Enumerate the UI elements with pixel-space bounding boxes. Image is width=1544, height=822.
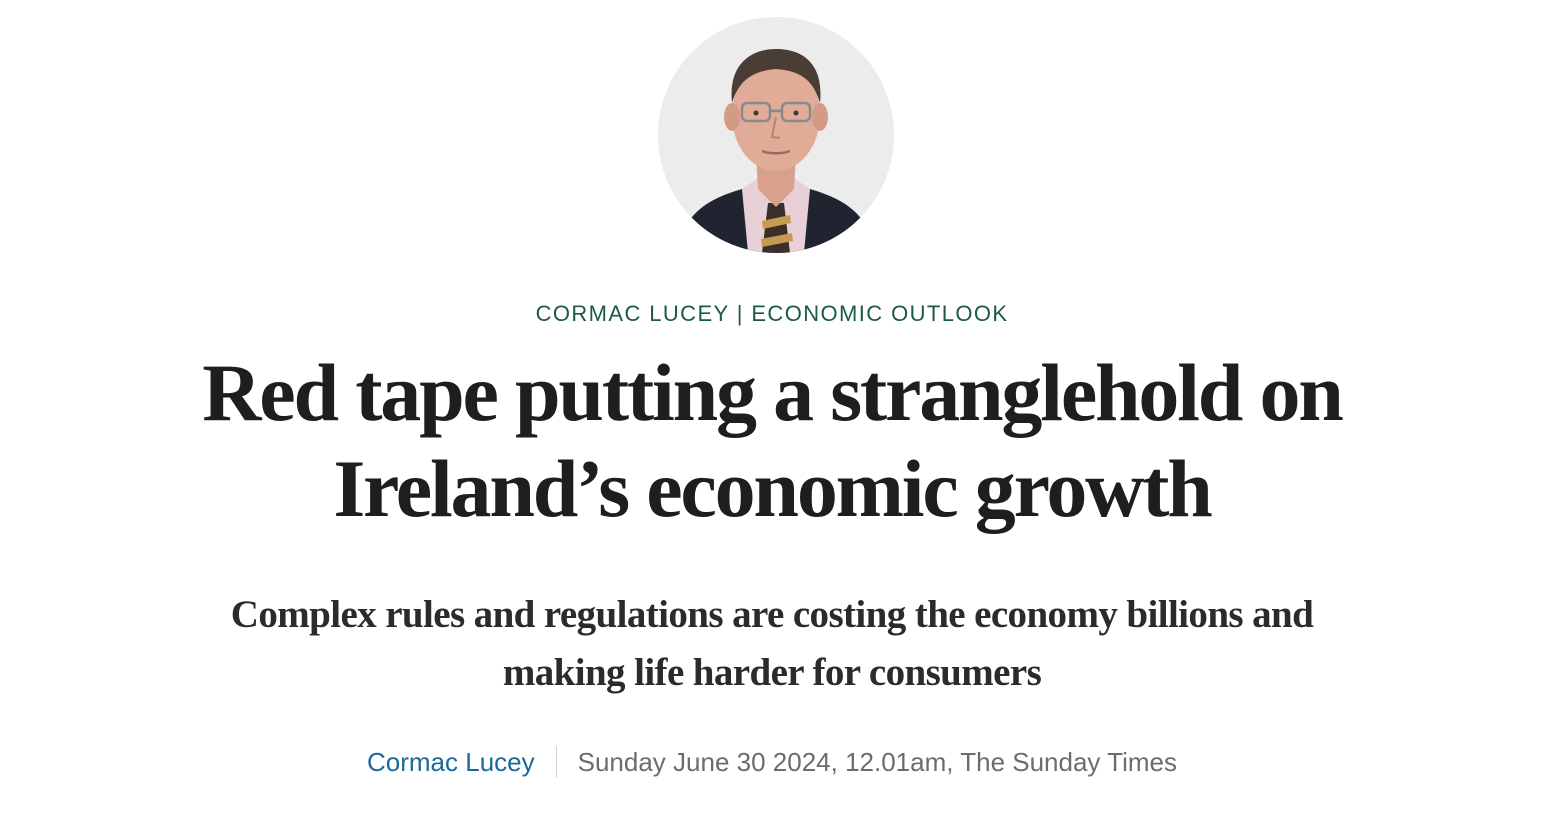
- headline-line-1: Red tape putting a stranglehold on: [202, 347, 1344, 438]
- section-kicker[interactable]: CORMAC LUCEY | ECONOMIC OUTLOOK: [535, 301, 1009, 326]
- standfirst-line-2: making life harder for consumers: [502, 651, 1042, 694]
- byline-divider: [555, 746, 557, 778]
- headline-line-2: Ireland’s economic growth: [333, 443, 1213, 534]
- author-link[interactable]: Cormac Lucey: [367, 747, 535, 777]
- author-photo: [658, 17, 894, 253]
- article-standfirst: Complex rules and regulations are costin…: [150, 586, 1394, 702]
- article-headline: Red tape putting a stranglehold on Irela…: [100, 345, 1444, 537]
- publication-dateline: Sunday June 30 2024, 12.01am, The Sunday…: [577, 747, 1177, 777]
- author-portrait-image: [658, 17, 894, 253]
- byline: Cormac Lucey Sunday June 30 2024, 12.01a…: [0, 742, 1544, 782]
- standfirst-line-1: Complex rules and regulations are costin…: [230, 593, 1314, 636]
